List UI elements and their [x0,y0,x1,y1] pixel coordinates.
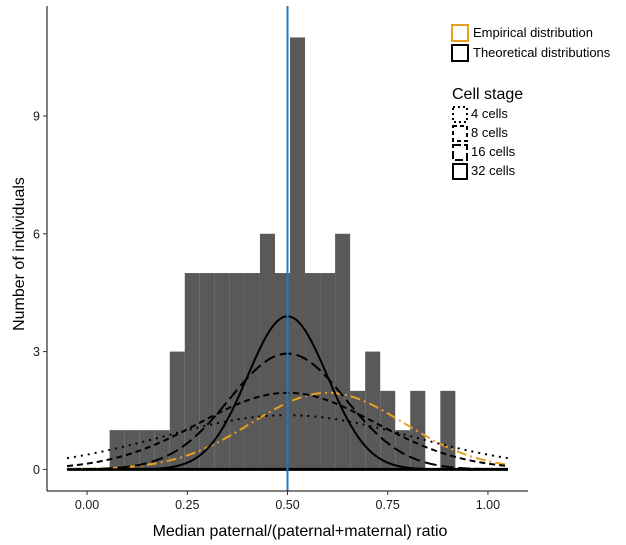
histogram-bar [320,273,336,470]
histogram-bar [169,351,185,470]
legend-key-empirical-distribution [451,24,469,42]
histogram-bar [440,390,456,470]
histogram-bar [335,233,351,470]
x-axis-title: Median paternal/(paternal+maternal) rati… [153,523,448,540]
histogram-bar [290,37,306,470]
legend-label: Theoretical distributions [473,45,611,60]
legend-label: 8 cells [471,125,508,140]
histogram-bar [154,430,170,470]
x-tick-label: 0.00 [75,498,99,512]
histogram-bar [229,273,245,470]
legend-key-32-cells [452,163,468,180]
histogram-bar [214,273,230,470]
x-tick-label: 0.50 [275,498,299,512]
histogram-bar [350,390,366,470]
y-tick-label: 3 [33,345,40,359]
x-tick-label: 0.75 [376,498,400,512]
histogram-bar [124,430,140,470]
x-tick-label: 1.00 [476,498,500,512]
histogram-bar [199,273,215,470]
histogram-bar [109,430,125,470]
x-tick-label: 0.25 [175,498,199,512]
y-axis-title: Number of individuals [11,177,28,331]
legend-key-8-cells [452,125,468,142]
histogram-bar [259,233,275,470]
histogram-bar [365,351,381,470]
legend-key-4-cells [452,106,468,123]
legend-label: 16 cells [471,144,516,159]
legend-label: 4 cells [471,106,508,121]
histogram-bar [305,273,321,470]
histogram-bar [395,430,411,470]
axis-ticks: 0 3 6 9 0.00 0.25 0.50 0.75 1.00 [33,109,500,512]
histogram-bar [274,273,291,470]
legend: Empirical distribution Theoretical distri… [451,24,611,180]
histogram-bar [244,273,260,470]
histogram-bar [184,273,200,470]
y-tick-label: 0 [33,463,40,477]
y-tick-label: 6 [33,227,40,241]
histogram-bars [64,37,516,470]
y-tick-label: 9 [33,109,40,123]
legend-key-theoretical-distributions [451,44,469,62]
legend-label: Empirical distribution [473,25,593,40]
legend-title-cell-stage: Cell stage [452,86,523,103]
histogram-bar [410,390,426,470]
legend-key-16-cells [452,144,468,161]
legend-label: 32 cells [471,163,516,178]
